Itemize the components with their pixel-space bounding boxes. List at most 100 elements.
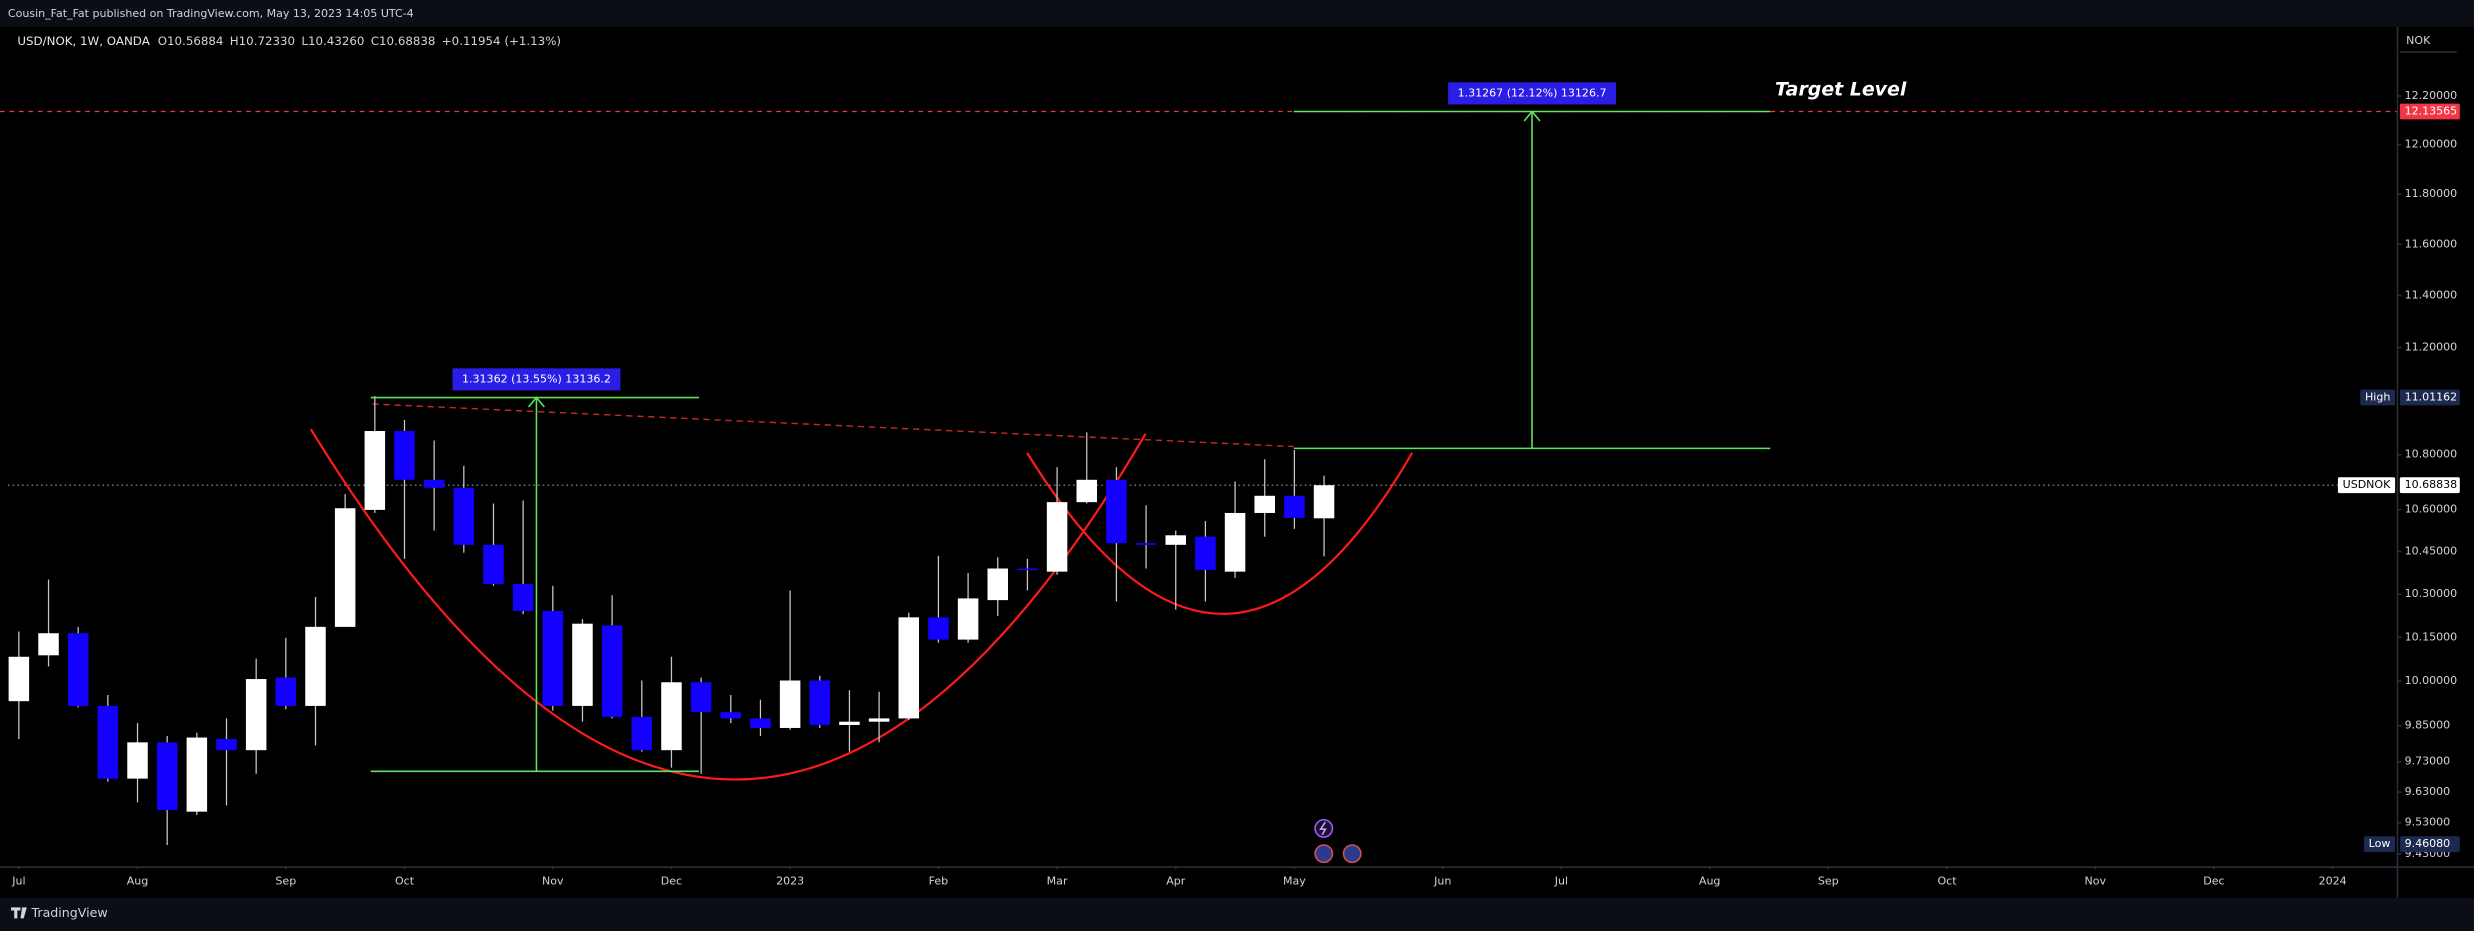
candle-body: [423, 479, 445, 488]
x-tick-label: Mar: [1047, 874, 1068, 887]
candle-body: [216, 739, 237, 751]
y-tick-label: 11.40000: [2405, 289, 2458, 302]
x-tick-label: Nov: [2085, 874, 2107, 887]
plot: [0, 110, 2397, 846]
x-tick-label: Dec: [661, 874, 682, 887]
event-flag: [1342, 844, 1362, 864]
brand: TradingView: [11, 905, 108, 920]
x-tick-label: Nov: [542, 874, 564, 887]
y-tick-label: 10.00000: [2405, 674, 2458, 687]
price-tag-box: [2360, 389, 2396, 406]
event-flag: [1314, 844, 1334, 864]
candle-body: [690, 682, 712, 713]
y-tick-label: 10.45000: [2405, 545, 2458, 558]
candle-body: [1165, 535, 1186, 545]
measure-arrow-head: [527, 396, 545, 408]
y-tick-label: 10.80000: [2405, 448, 2458, 461]
publisher: Cousin_Fat_Fat published on TradingView.…: [8, 7, 414, 20]
price-label-box: [2399, 836, 2460, 853]
candle-body: [186, 737, 208, 812]
candle-body: [1046, 502, 1068, 572]
candle-body: [334, 508, 356, 627]
candle-body: [8, 656, 30, 702]
price-label: 11.01162: [2405, 391, 2458, 404]
price-label: 12.13565: [2405, 105, 2458, 118]
candle-body: [987, 568, 1009, 601]
candle-body: [868, 718, 890, 722]
x-tick-label: Jun: [1433, 874, 1451, 887]
candle-body: [1284, 495, 1305, 518]
measure-label: 1.31267 (12.12%) 13126.7: [1458, 86, 1607, 99]
y-tick-label: 9.63000: [2405, 785, 2451, 798]
cup-arc: [309, 428, 1147, 781]
price-tag: USDNOK: [2343, 478, 2392, 491]
y-tick-label: 10.15000: [2405, 630, 2458, 643]
brand-name: TradingView: [31, 905, 108, 920]
y-tick-label: 11.80000: [2405, 187, 2458, 200]
candle-body: [1313, 485, 1335, 519]
candle-body: [720, 712, 742, 719]
candle-body: [661, 682, 682, 751]
candle-body: [898, 617, 920, 719]
candle-body: [483, 544, 504, 585]
y-tick-label: 9.85000: [2405, 719, 2451, 732]
candle-body: [957, 598, 979, 640]
candle-body: [1135, 543, 1157, 545]
candle-body: [1017, 568, 1038, 571]
candle-body: [67, 633, 89, 706]
price-label-box: [2399, 103, 2460, 120]
price-label-box: [2399, 477, 2460, 494]
candle-body: [275, 677, 297, 706]
price-tag: High: [2365, 391, 2390, 404]
price-label: 10.68838: [2405, 478, 2458, 491]
measure-label-box: [452, 368, 621, 391]
handle-arc: [1026, 452, 1414, 615]
price-label-box: [2399, 389, 2460, 406]
ohlc-open: O10.56884: [158, 34, 224, 48]
x-tick-label: Dec: [2203, 874, 2224, 887]
candle-body: [779, 680, 801, 728]
event-icon-bolt: [1319, 821, 1327, 836]
x-tick-label: Jul: [11, 874, 25, 887]
candle-body: [512, 584, 534, 612]
x-tick-label: Aug: [127, 874, 149, 887]
x-tick-label: 2024: [2319, 874, 2347, 887]
x-tick-label: Oct: [395, 874, 415, 887]
price-tag-box: [2337, 477, 2396, 494]
price-label: 9.46080: [2405, 837, 2451, 850]
candle-body: [839, 721, 860, 725]
candle-body: [394, 431, 415, 480]
y-tick-label: 11.20000: [2405, 341, 2458, 354]
candle-body: [1224, 512, 1246, 572]
candle-body: [38, 633, 59, 656]
bottom-bar: [0, 897, 2474, 931]
candle-body: [245, 679, 267, 751]
price-tag-box: [2363, 836, 2396, 853]
candle-body: [305, 626, 326, 706]
x-tick-label: 2023: [776, 874, 804, 887]
brand-logo: [11, 907, 27, 919]
x-tick-label: Aug: [1699, 874, 1721, 887]
annotation: Target Level: [1775, 78, 1907, 100]
ohlc-close: C10.68838: [371, 34, 436, 48]
event-icons: [1314, 818, 1362, 864]
candle-body: [572, 623, 593, 706]
candle-body: [809, 680, 831, 725]
candle-body: [364, 431, 386, 510]
x-tick-label: Jul: [1554, 874, 1568, 887]
x-tick-label: Apr: [1166, 874, 1186, 887]
x-tick-label: Sep: [275, 874, 296, 887]
y-tick-label: 9.73000: [2405, 755, 2451, 768]
header: USD/NOK, 1W, OANDA O10.56884 H10.72330 L10.…: [17, 34, 561, 48]
candle-body: [601, 625, 623, 717]
candle-body: [1076, 479, 1098, 503]
measure-label: 1.31362 (13.55%) 13136.2: [462, 372, 611, 385]
candle-body: [127, 742, 148, 779]
candle-body: [928, 617, 949, 640]
candle-body: [750, 718, 771, 728]
y-tick-label: 10.30000: [2405, 587, 2458, 600]
symbol: USD/NOK, 1W, OANDA: [17, 34, 149, 48]
candle-body: [453, 487, 475, 545]
